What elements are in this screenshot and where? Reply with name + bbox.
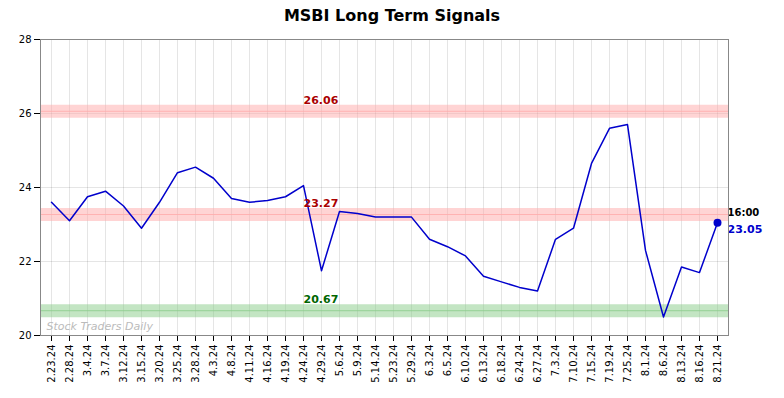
svg-text:6.27.24: 6.27.24 xyxy=(532,345,543,383)
svg-text:4.16.24: 4.16.24 xyxy=(262,345,273,383)
svg-text:2.28.24: 2.28.24 xyxy=(64,345,75,383)
html-text:MSBI Long Term Signals: MSBI Long Term Signals xyxy=(283,6,501,25)
svg-text:5.6.24: 5.6.24 xyxy=(334,345,345,377)
svg-text:6.24.24: 6.24.24 xyxy=(514,345,525,383)
svg-text:6.10.24: 6.10.24 xyxy=(460,345,471,383)
svg-text:23.27: 23.27 xyxy=(304,197,339,210)
svg-text:7.10.24: 7.10.24 xyxy=(568,345,579,383)
svg-text:5.14.24: 5.14.24 xyxy=(370,345,381,383)
svg-text:5.29.24: 5.29.24 xyxy=(406,345,417,383)
svg-text:20: 20 xyxy=(19,330,32,341)
svg-text:5.23.24: 5.23.24 xyxy=(388,345,399,383)
svg-text:3.15.24: 3.15.24 xyxy=(136,345,147,383)
svg-text:7.3.24: 7.3.24 xyxy=(550,345,561,377)
svg-text:26: 26 xyxy=(19,108,32,119)
svg-text:8.21.24: 8.21.24 xyxy=(712,345,723,383)
svg-text:7.19.24: 7.19.24 xyxy=(604,345,615,383)
svg-text:20.67: 20.67 xyxy=(304,293,339,306)
svg-text:6.5.24: 6.5.24 xyxy=(442,345,453,377)
svg-text:7.25.24: 7.25.24 xyxy=(622,345,633,383)
svg-text:6.13.24: 6.13.24 xyxy=(478,345,489,383)
svg-text:22: 22 xyxy=(19,256,32,267)
svg-text:24: 24 xyxy=(19,182,32,193)
svg-text:2.23.24: 2.23.24 xyxy=(46,345,57,383)
svg-text:4.19.24: 4.19.24 xyxy=(280,345,291,383)
svg-text:3.4.24: 3.4.24 xyxy=(82,345,93,377)
svg-text:Stock Traders Daily: Stock Traders Daily xyxy=(47,320,154,333)
svg-text:6.18.24: 6.18.24 xyxy=(496,345,507,383)
svg-text:4.11.24: 4.11.24 xyxy=(244,345,255,383)
svg-text:3.25.24: 3.25.24 xyxy=(172,345,183,383)
svg-text:8.16.24: 8.16.24 xyxy=(694,345,705,383)
svg-text:4.8.24: 4.8.24 xyxy=(226,345,237,377)
svg-text:28: 28 xyxy=(19,34,32,45)
svg-text:3.20.24: 3.20.24 xyxy=(154,345,165,383)
svg-text:5.9.24: 5.9.24 xyxy=(352,345,363,377)
svg-text:8.6.24: 8.6.24 xyxy=(658,345,669,377)
svg-text:6.3.24: 6.3.24 xyxy=(424,345,435,377)
svg-text:4.3.24: 4.3.24 xyxy=(208,345,219,377)
svg-text:4.24.24: 4.24.24 xyxy=(298,345,309,383)
svg-text:3.7.24: 3.7.24 xyxy=(100,345,111,377)
svg-text:16:00: 16:00 xyxy=(728,207,760,218)
svg-text:23.05: 23.05 xyxy=(728,223,763,236)
svg-text:4.29.24: 4.29.24 xyxy=(316,345,327,383)
svg-text:8.1.24: 8.1.24 xyxy=(640,345,651,377)
svg-text:3.28.24: 3.28.24 xyxy=(190,345,201,383)
svg-text:7.15.24: 7.15.24 xyxy=(586,345,597,383)
svg-text:8.13.24: 8.13.24 xyxy=(676,345,687,383)
svg-text:3.12.24: 3.12.24 xyxy=(118,345,129,383)
svg-text:26.06: 26.06 xyxy=(304,94,339,107)
